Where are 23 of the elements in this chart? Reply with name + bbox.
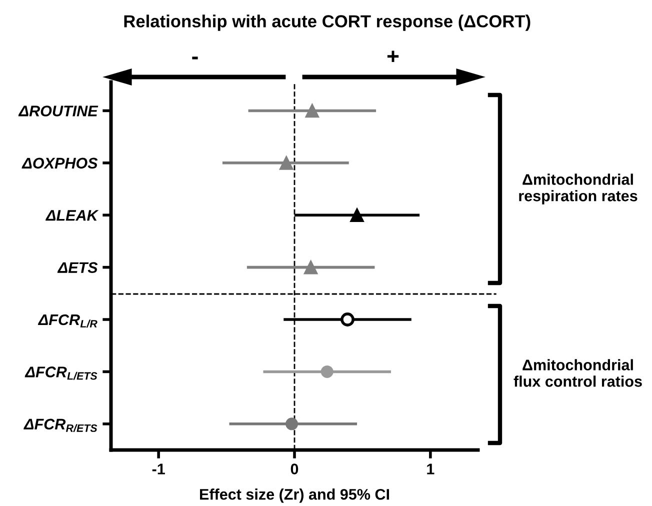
- point: [350, 208, 364, 222]
- x-tick-label: 0: [290, 464, 298, 474]
- y-tick-label: ΔFCR$_{L/R}$: [38, 314, 98, 328]
- text: -: [192, 56, 198, 60]
- point: [286, 418, 298, 430]
- y-tick-label: ΔOXPHOS: [22, 158, 98, 169]
- chart-title: Relationship with acute CORT response (ΔCORT): [124, 14, 530, 31]
- text: Δmitochondrial respiration rates: [519, 174, 638, 204]
- y-tick-label: ΔLEAK: [45, 210, 99, 221]
- text: +: [387, 50, 399, 62]
- point: [304, 260, 318, 274]
- text: Δmitochondrial flux control ratios: [514, 359, 642, 387]
- y-tick-label: ΔFCR$_{R/ETS}$: [24, 418, 98, 432]
- y-tick-label: ΔFCR$_{L/ETS}$: [24, 366, 98, 380]
- x-axis-title: Effect size (Zr) and 95% CI: [200, 488, 389, 503]
- y-tick-label: ΔETS: [57, 262, 98, 273]
- point: [340, 312, 354, 326]
- point: [320, 365, 334, 378]
- x-tick-label: 1: [427, 464, 434, 474]
- point: [305, 104, 320, 118]
- y-tick-label: ΔROUTINE: [18, 106, 98, 116]
- x-tick-label: -1: [152, 464, 165, 474]
- point: [279, 156, 294, 170]
